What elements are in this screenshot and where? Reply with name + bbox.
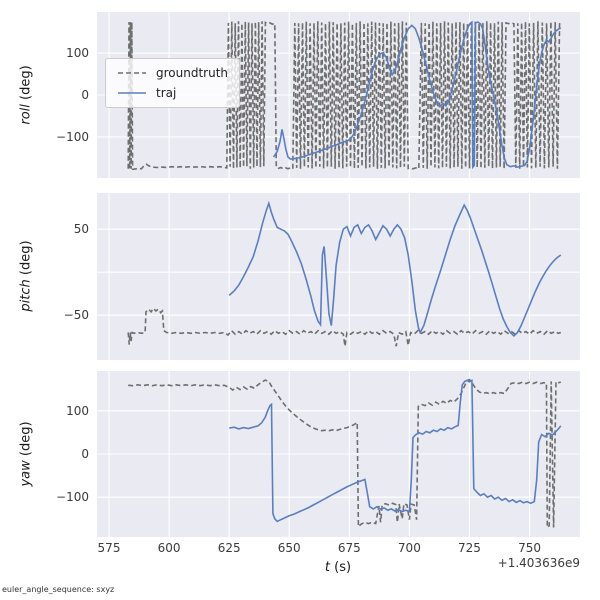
legend-label-traj: traj (156, 86, 177, 100)
y-tick-label: −100 (56, 490, 89, 505)
y-tick-label: 0 (81, 447, 89, 461)
x-tick-labels: 575 600 625 650 675 700 725 750 (97, 541, 580, 557)
legend-item-traj: traj (117, 86, 228, 100)
y-tick-label: 100 (66, 46, 89, 61)
legend-label-groundtruth: groundtruth (156, 66, 229, 80)
x-tick-label: 650 (277, 541, 301, 555)
y-tick-label: 100 (66, 403, 89, 418)
x-tick-label: 625 (217, 541, 241, 555)
yaw-axes: −100 0 100 (56, 371, 580, 537)
y-tick-label: 0 (81, 88, 89, 102)
roll-plot (97, 12, 580, 178)
x-tick-label: 725 (458, 541, 481, 555)
pitch-axes: −50 50 (64, 193, 580, 360)
x-tick-label: 700 (397, 541, 421, 555)
x-axis-offset-label: +1.403636e9 (497, 556, 580, 570)
yaw-plot (97, 371, 580, 537)
x-tick-label: 600 (157, 541, 181, 555)
pitch-plot (97, 193, 580, 360)
legend-item-groundtruth: groundtruth (117, 66, 228, 80)
pitch-ylabel: pitch (deg) (18, 240, 34, 312)
roll-axes: groundtruth traj −100 0 100 (56, 12, 580, 178)
x-tick-label: 750 (518, 541, 541, 555)
dashed-line-sample-icon (118, 72, 146, 74)
x-axis-label: t (s) (324, 560, 352, 575)
y-tick-label: 50 (73, 222, 89, 237)
roll-ylabel: roll (deg) (18, 65, 34, 125)
y-tick-label: −100 (56, 129, 89, 144)
x-tick-label: 575 (97, 541, 121, 555)
legend: groundtruth traj (105, 58, 241, 108)
y-tick-label: −50 (63, 308, 89, 323)
x-tick-label: 675 (337, 541, 361, 555)
footer-note: euler_angle_sequence: sxyz (2, 585, 115, 594)
solid-line-sample-icon (118, 92, 146, 94)
yaw-ylabel: yaw (deg) (18, 421, 34, 487)
